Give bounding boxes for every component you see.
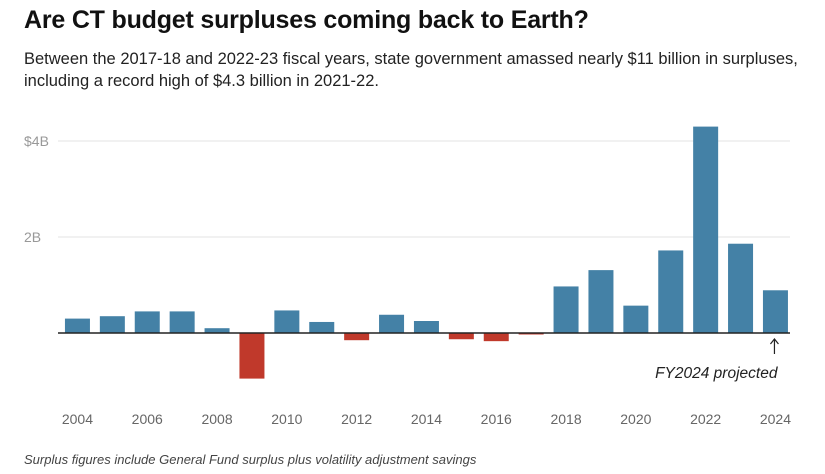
bar-2018 — [553, 286, 579, 333]
bar-2004 — [64, 318, 90, 333]
chart-title: Are CT budget surpluses coming back to E… — [24, 6, 589, 34]
bar-2021 — [658, 250, 684, 333]
bar-2016 — [483, 333, 509, 342]
y-tick-label: 2B — [24, 229, 41, 245]
bar-2008 — [204, 328, 230, 333]
x-tick-label: 2020 — [620, 411, 651, 427]
x-tick-label: 2010 — [271, 411, 302, 427]
x-tick-label: 2012 — [341, 411, 372, 427]
bar-2005 — [99, 316, 125, 333]
bar-2011 — [309, 321, 335, 333]
bar-2010 — [274, 310, 300, 333]
annotation-arrow-head — [769, 338, 779, 345]
bar-chart: $4B 2B 2004 2006 2008 2010 2012 2014 2016 2018 202… — [24, 126, 791, 427]
bar-2023 — [728, 243, 754, 333]
bar-2012 — [344, 333, 370, 341]
chart-subtitle: Between the 2017-18 and 2022-23 fiscal y… — [24, 50, 798, 90]
x-tick-label: 2018 — [550, 411, 581, 427]
annotation: FY2024 projected — [655, 338, 779, 382]
gridlines — [58, 140, 790, 238]
chart-footnote: Surplus figures include General Fund sur… — [24, 452, 477, 467]
bar-2014 — [413, 321, 439, 333]
bar-2020 — [623, 305, 649, 333]
y-tick-label: $4B — [24, 133, 49, 149]
x-tick-label: 2014 — [411, 411, 442, 427]
x-tick-label: 2006 — [132, 411, 163, 427]
bar-2015 — [448, 333, 474, 340]
bar-2022 — [693, 126, 719, 333]
bar-2019 — [588, 270, 614, 333]
tick-labels: $4B 2B 2004 2006 2008 2010 2012 2014 2016 2018 202… — [24, 133, 791, 427]
bar-2006 — [134, 311, 160, 333]
bars — [64, 126, 788, 379]
bar-2007 — [169, 311, 195, 333]
x-tick-label: 2004 — [62, 411, 93, 427]
bar-2024 — [762, 290, 788, 333]
x-tick-label: 2008 — [201, 411, 232, 427]
bar-2013 — [379, 314, 405, 333]
x-tick-label: 2024 — [760, 411, 791, 427]
x-tick-label: 2016 — [481, 411, 512, 427]
bar-2009 — [239, 333, 265, 379]
x-tick-label: 2022 — [690, 411, 721, 427]
annotation-label: FY2024 projected — [655, 365, 779, 382]
